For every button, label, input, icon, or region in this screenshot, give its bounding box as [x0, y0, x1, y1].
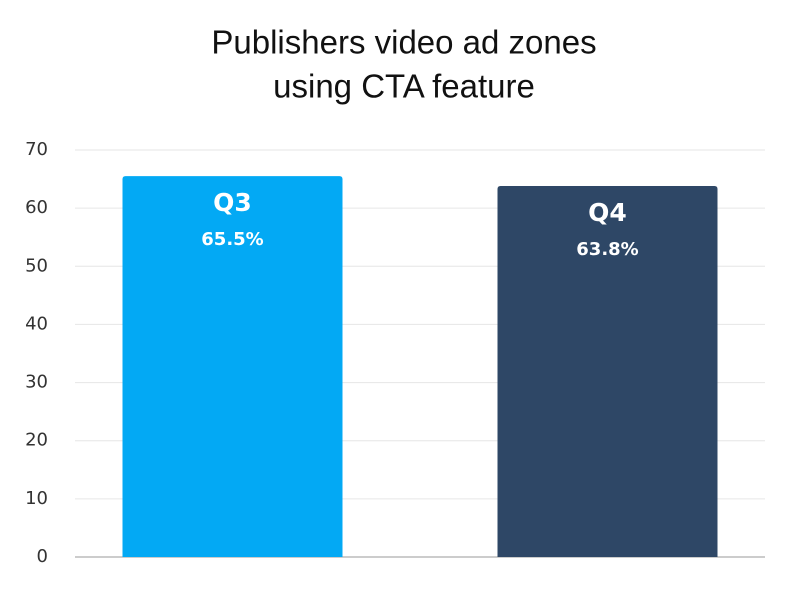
bar-category-label: Q3	[213, 188, 252, 217]
chart-title: using CTA feature	[273, 68, 535, 105]
bar	[122, 176, 343, 557]
bar-value-label: 65.5%	[201, 229, 263, 250]
y-tick-label: 10	[25, 488, 48, 509]
y-tick-label: 20	[25, 430, 48, 451]
y-tick-label: 30	[25, 372, 48, 393]
bar	[497, 186, 718, 557]
bar-value-label: 63.8%	[576, 239, 638, 260]
y-tick-label: 40	[25, 313, 48, 334]
y-tick-label: 50	[25, 255, 48, 276]
y-tick-label: 0	[37, 546, 48, 567]
y-tick-label: 70	[25, 139, 48, 160]
chart-title: Publishers video ad zones	[211, 24, 596, 61]
bar-category-label: Q4	[588, 198, 627, 227]
y-tick-label: 60	[25, 197, 48, 218]
